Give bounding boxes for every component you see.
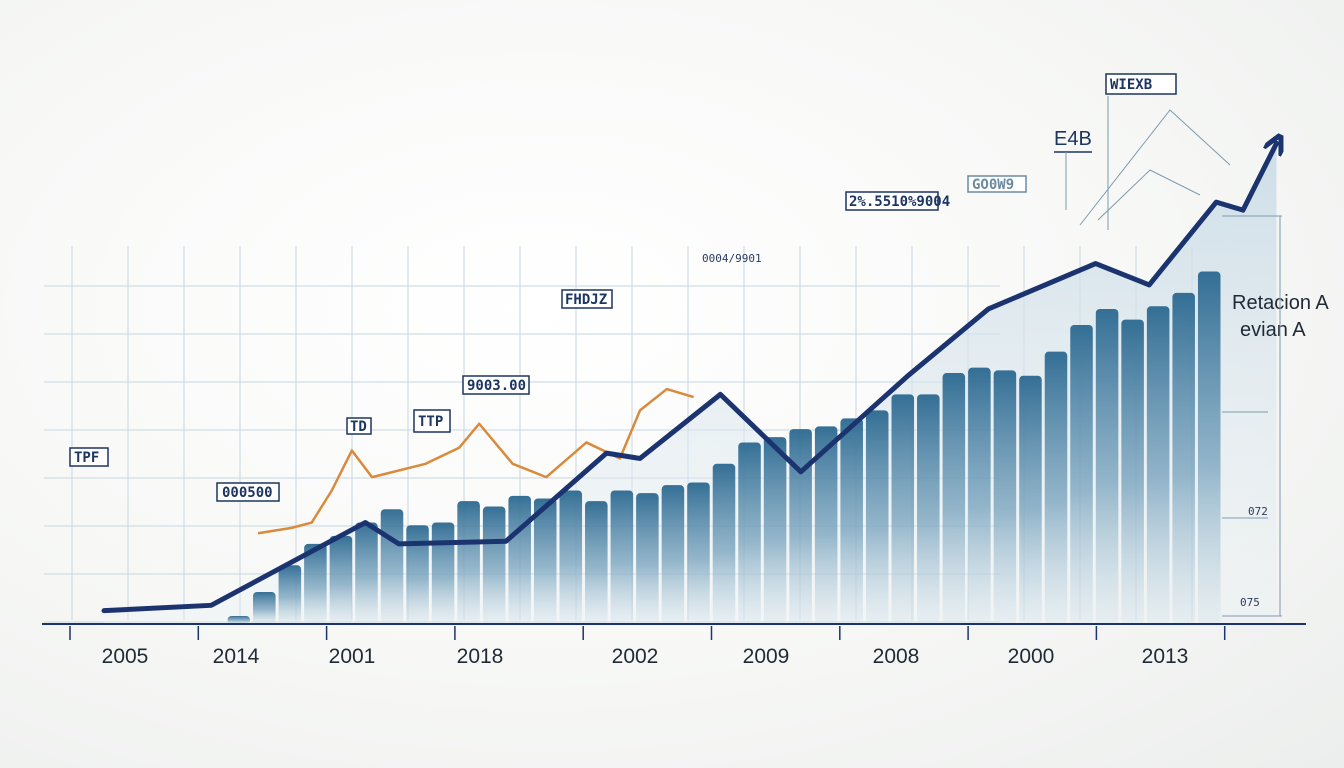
bar-6 bbox=[380, 509, 404, 624]
bar-7 bbox=[406, 525, 429, 624]
bar-15 bbox=[610, 490, 634, 624]
annotation-7: 2%.5510%9004 bbox=[845, 191, 950, 211]
annotation-8-text: GO0W9 bbox=[972, 177, 1014, 193]
bar-34 bbox=[1095, 308, 1119, 624]
bar-27 bbox=[917, 394, 940, 624]
annotation-12: 075 bbox=[1240, 596, 1260, 609]
x-tick-label-8: 2013 bbox=[1142, 645, 1189, 668]
bar-24 bbox=[840, 418, 863, 624]
bar-4 bbox=[329, 535, 353, 624]
x-tick-label-2: 2001 bbox=[329, 645, 376, 668]
bar-37 bbox=[1172, 292, 1195, 624]
bar-19 bbox=[712, 463, 736, 624]
bar-17 bbox=[661, 485, 685, 624]
bar-11 bbox=[508, 495, 531, 624]
bar-30 bbox=[993, 370, 1017, 624]
annotation-10: WIEXB bbox=[1105, 73, 1177, 95]
bar-38 bbox=[1197, 271, 1221, 624]
bar-25 bbox=[865, 410, 889, 624]
annotation-9: E4B bbox=[1054, 128, 1092, 153]
annotation-11-text: 072 bbox=[1248, 505, 1268, 518]
bar-13 bbox=[559, 490, 583, 624]
x-tick-label-5: 2009 bbox=[743, 645, 790, 668]
x-tick-label-1: 2014 bbox=[213, 645, 260, 668]
bar-2 bbox=[278, 565, 302, 624]
annotation-5-text: FHDJZ bbox=[565, 292, 607, 308]
side-label-0: Retacion A bbox=[1232, 292, 1329, 314]
annotation-2-text: TD bbox=[350, 419, 367, 435]
bar-5 bbox=[355, 522, 378, 624]
bar-10 bbox=[482, 506, 506, 624]
annotation-6: 0004/9901 bbox=[702, 252, 762, 265]
bar-9 bbox=[457, 501, 480, 624]
annotation-0: TPF bbox=[69, 447, 109, 467]
orange-line bbox=[257, 387, 694, 535]
x-tick-label-7: 2000 bbox=[1008, 645, 1055, 668]
annotation-2: TD bbox=[346, 417, 372, 435]
bar-12 bbox=[533, 498, 557, 624]
bar-29 bbox=[968, 367, 991, 624]
bar-16 bbox=[636, 493, 659, 624]
annotation-4-text: 9003.00 bbox=[467, 378, 526, 394]
bar-8 bbox=[431, 522, 455, 624]
x-tick-label-3: 2018 bbox=[457, 645, 504, 668]
bar-31 bbox=[1019, 375, 1042, 624]
bars bbox=[227, 271, 1221, 624]
annotation-6-text: 0004/9901 bbox=[702, 252, 762, 265]
bar-14 bbox=[585, 501, 608, 624]
annotation-9-text: E4B bbox=[1054, 128, 1092, 150]
annotation-3-text: TTP bbox=[418, 414, 443, 430]
bar-32 bbox=[1044, 351, 1068, 624]
leader-lines bbox=[1065, 96, 1282, 617]
x-tick-label-4: 2002 bbox=[612, 645, 659, 668]
bar-1 bbox=[253, 591, 276, 624]
annotation-8: GO0W9 bbox=[967, 175, 1027, 193]
main-line bbox=[101, 143, 1277, 614]
x-tick-label-6: 2008 bbox=[873, 645, 920, 668]
x-ticks: 2005 2014 2001 2018 2002 2009 2008 2000 2013 bbox=[69, 626, 1226, 668]
side-label-1: evian A bbox=[1240, 319, 1306, 341]
annotation-4: 9003.00 bbox=[462, 375, 530, 395]
bar-22 bbox=[789, 429, 812, 624]
annotation-7-text: 2%.5510%9004 bbox=[849, 194, 950, 210]
annotation-1: 000500 bbox=[216, 482, 280, 502]
annotation-11: 072 bbox=[1248, 505, 1268, 518]
bar-20 bbox=[738, 442, 761, 624]
bar-26 bbox=[891, 394, 915, 624]
annotation-1-text: 000500 bbox=[222, 485, 273, 501]
bar-0 bbox=[227, 615, 251, 624]
main-series bbox=[101, 143, 1277, 614]
orange-series bbox=[257, 387, 694, 535]
x-tick-label-0: 2005 bbox=[102, 645, 149, 668]
bar-36 bbox=[1146, 306, 1170, 624]
annotation-10-text: WIEXB bbox=[1110, 77, 1152, 93]
bar-21 bbox=[763, 437, 787, 624]
bar-28 bbox=[942, 373, 966, 624]
bar-33 bbox=[1070, 324, 1093, 624]
annotation-5: FHDJZ bbox=[561, 289, 613, 309]
bar-23 bbox=[814, 426, 838, 624]
bar-35 bbox=[1121, 319, 1144, 624]
annotation-3: TTP bbox=[413, 409, 451, 433]
annotations: TPF 000500 TD TTP 9003.00 FHDJZ 0004/990… bbox=[69, 73, 1268, 609]
annotation-12-text: 075 bbox=[1240, 596, 1260, 609]
bar-3 bbox=[304, 543, 327, 624]
annotation-0-text: TPF bbox=[74, 450, 99, 466]
bar-18 bbox=[687, 482, 710, 624]
